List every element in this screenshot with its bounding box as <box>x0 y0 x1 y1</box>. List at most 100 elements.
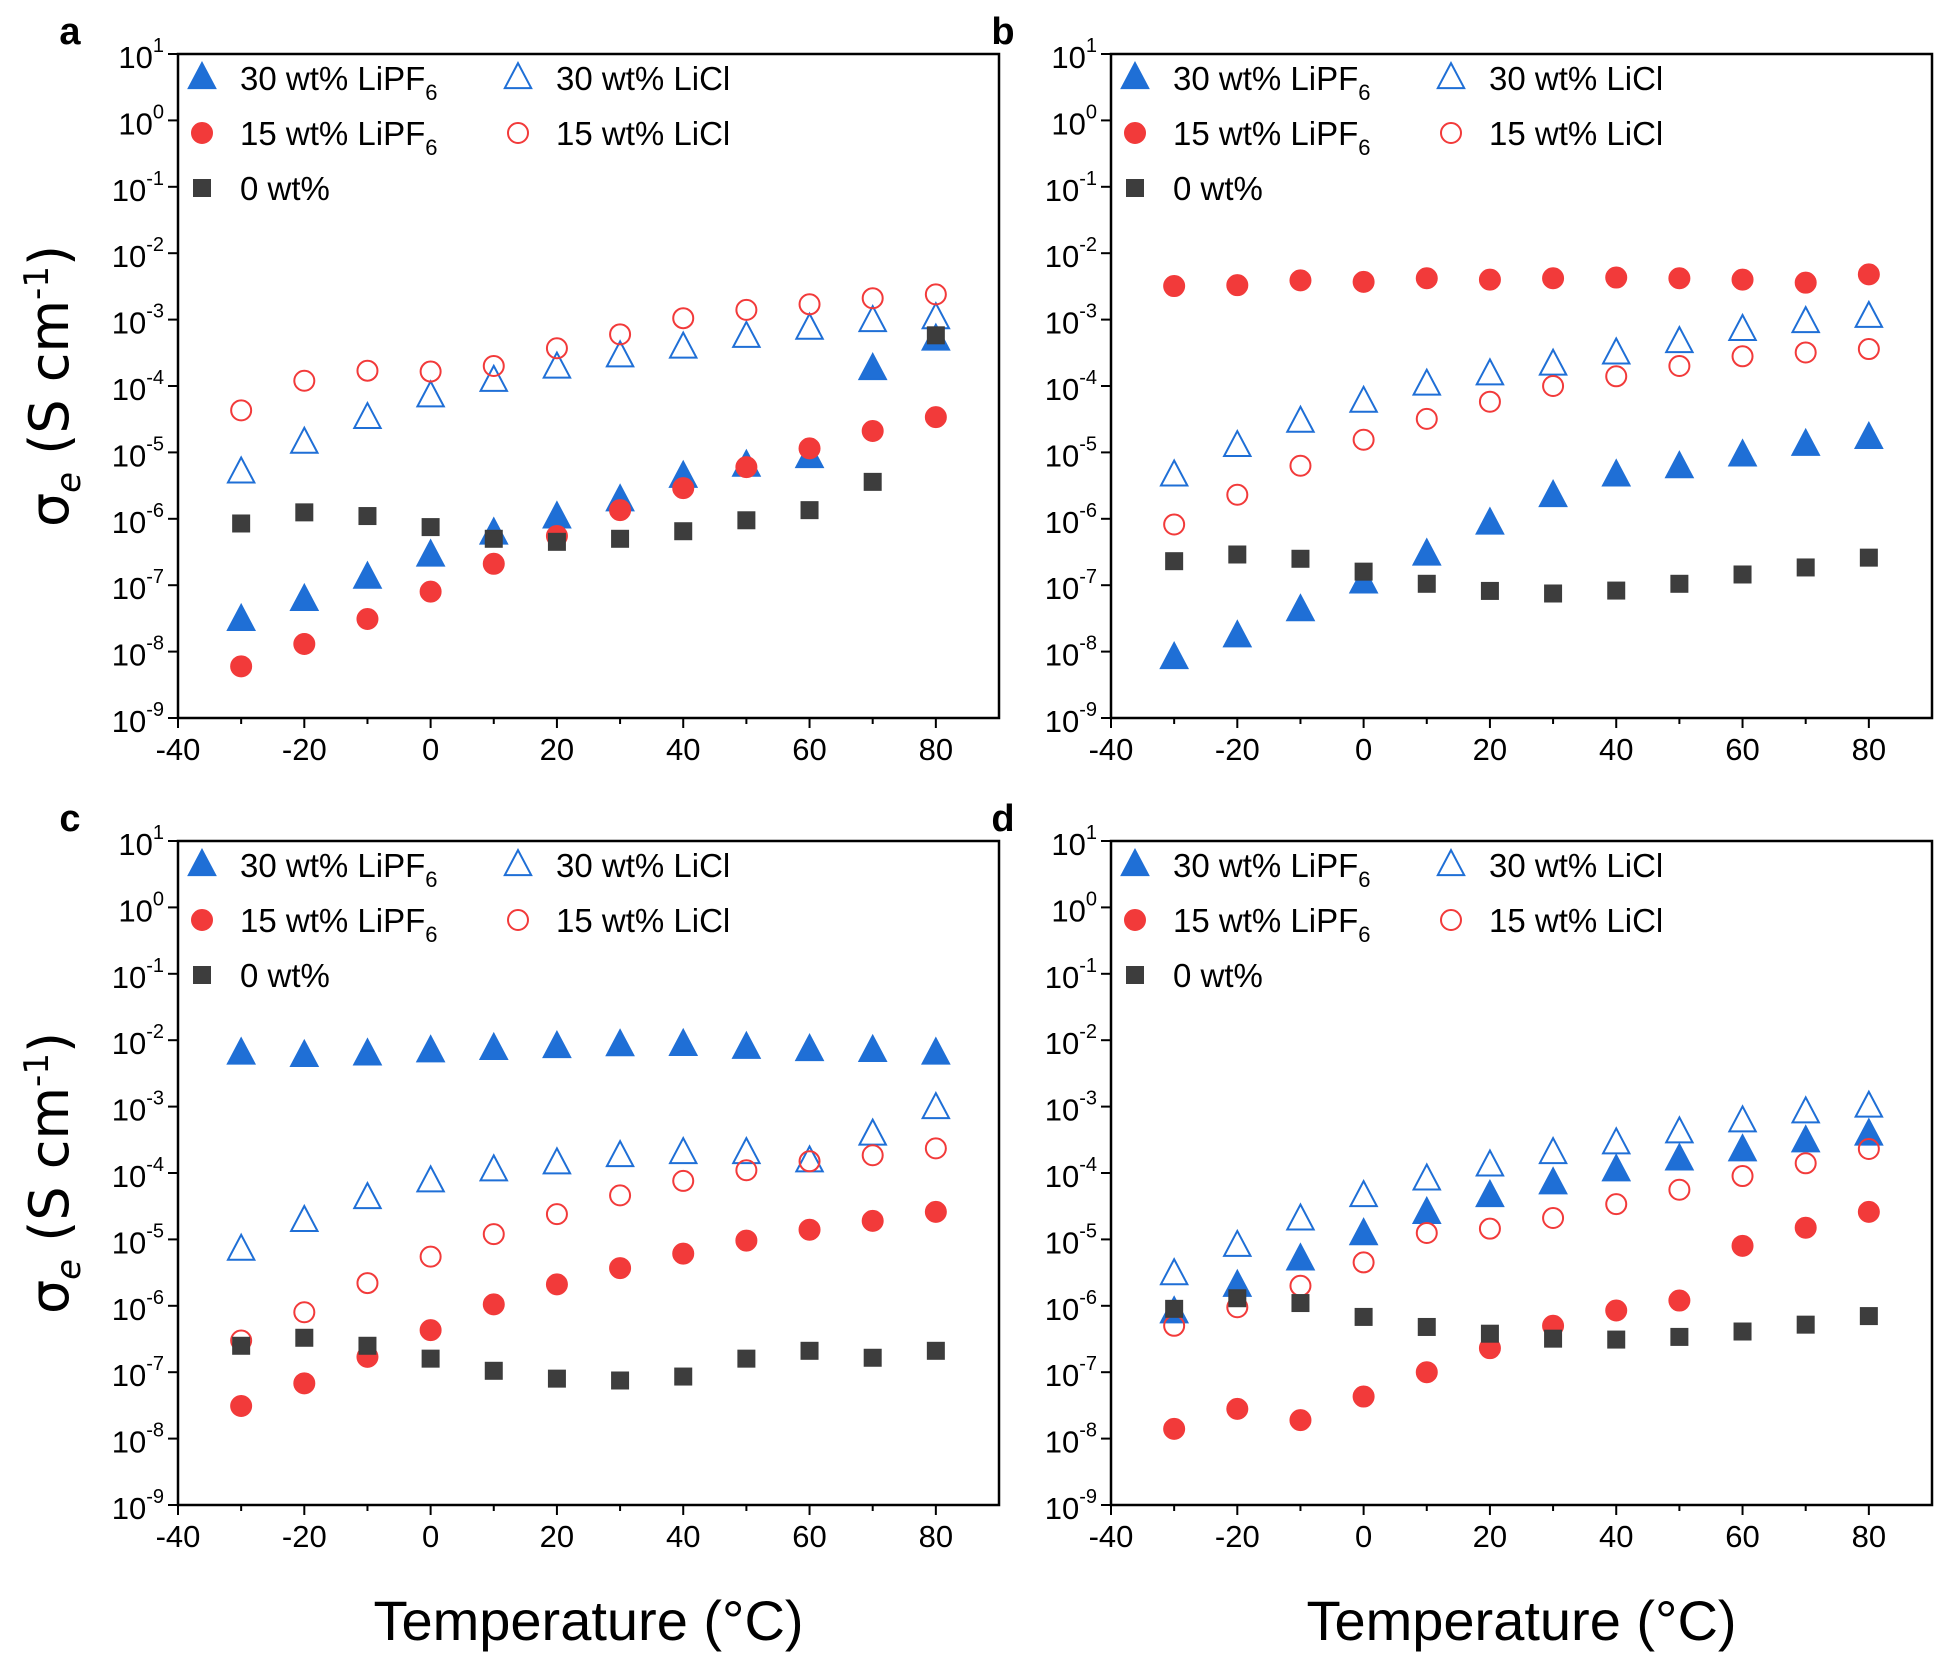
data-point <box>421 1349 440 1368</box>
data-point <box>542 1146 572 1175</box>
y-tick-label: 10-6 <box>1045 1287 1097 1327</box>
data-point <box>668 1135 699 1165</box>
y-tick-exponent: -6 <box>146 1287 164 1309</box>
y-tick-label: 10-5 <box>112 1220 164 1260</box>
legend-label: 30 wt% LiCl <box>556 60 730 97</box>
data-point <box>668 330 699 359</box>
data-point <box>1415 407 1438 430</box>
y-tick-base: 10 <box>118 106 152 141</box>
legend-label-text: 15 wt% LiPF <box>1173 902 1358 939</box>
y-tick-base: 10 <box>1045 1159 1079 1194</box>
data-point <box>800 501 819 520</box>
plot-frame <box>176 52 1001 720</box>
data-point <box>1285 1242 1316 1271</box>
y-tick-exponent: 0 <box>1086 101 1097 123</box>
y-tick-label: 101 <box>1051 35 1097 75</box>
y-tick-label: 10-8 <box>1045 633 1097 673</box>
data-point <box>861 420 884 443</box>
series-15-wt-lipf6 <box>230 1200 947 1417</box>
legend-label-text: 30 wt% LiCl <box>1489 847 1663 884</box>
data-point <box>232 514 251 533</box>
y-tick-label: 10-9 <box>1045 699 1097 739</box>
data-point <box>668 1027 699 1056</box>
data-point <box>1285 593 1316 622</box>
legend-marker <box>1440 122 1462 144</box>
data-point <box>924 1200 947 1223</box>
y-tick-exponent: -7 <box>1079 566 1097 588</box>
y-label-close: ) <box>18 245 81 266</box>
data-point <box>1228 545 1247 564</box>
series-0-wt- <box>232 326 945 551</box>
data-point <box>1415 267 1438 290</box>
legend-item: 0 wt% <box>193 170 330 207</box>
legend-label-text: 30 wt% LiPF <box>240 60 425 97</box>
y-tick-label: 10-9 <box>112 1486 164 1526</box>
panel-label: b <box>991 11 1014 53</box>
y-tick-exponent: -2 <box>1079 1021 1097 1043</box>
data-point <box>1542 1207 1565 1230</box>
data-point <box>482 552 505 575</box>
y-tick-label: 100 <box>118 888 164 928</box>
data-point <box>857 1117 888 1146</box>
legend-label-text: 30 wt% LiPF <box>1173 847 1358 884</box>
panel-label: c <box>59 798 80 840</box>
y-tick-base: 10 <box>118 827 152 862</box>
y-tick-label: 10-2 <box>1045 1021 1097 1061</box>
data-point <box>1291 1294 1310 1313</box>
data-point <box>230 1394 253 1417</box>
data-point <box>794 1033 825 1062</box>
data-point <box>478 363 509 392</box>
x-tick-label: 80 <box>919 1519 953 1554</box>
y-tick-base: 10 <box>112 239 146 274</box>
data-point <box>226 1232 257 1261</box>
y-tick-exponent: -2 <box>146 1021 164 1043</box>
data-point <box>1289 1274 1312 1297</box>
data-point <box>1538 1135 1568 1165</box>
data-point <box>1289 1409 1312 1432</box>
legend-marker <box>1120 847 1150 877</box>
y-tick-exponent: -5 <box>1079 433 1097 455</box>
y-tick-exponent: 0 <box>1086 888 1097 910</box>
y-tick-base: 10 <box>1045 1026 1079 1061</box>
data-point <box>1417 1317 1436 1336</box>
data-point <box>609 1184 632 1207</box>
data-point <box>1354 1307 1373 1326</box>
y-label-exponent: -1 <box>17 1053 57 1087</box>
data-point <box>800 1341 819 1360</box>
data-point <box>857 304 888 333</box>
x-tick-label: 20 <box>540 1519 574 1554</box>
series-30-wt-lipf6 <box>226 1027 951 1067</box>
x-tick-label: 0 <box>1355 732 1372 767</box>
data-point <box>1664 1142 1695 1171</box>
y-tick-label: 10-9 <box>1045 1486 1097 1526</box>
data-point <box>1475 357 1505 386</box>
y-tick-base: 10 <box>1051 40 1085 75</box>
data-point <box>674 522 693 541</box>
y-tick-base: 10 <box>1045 1491 1079 1526</box>
series-30-wt-licl <box>226 301 951 484</box>
data-point <box>1222 619 1253 648</box>
legend-marker <box>1126 179 1144 197</box>
y-tick-label: 10-1 <box>1045 168 1097 208</box>
data-point <box>293 1301 316 1324</box>
data-point <box>1731 1165 1754 1188</box>
legend-label-text: 15 wt% LiCl <box>1489 115 1663 152</box>
series-15-wt-licl <box>230 1137 947 1352</box>
data-point <box>230 655 253 678</box>
x-tick-label: -40 <box>1089 732 1134 767</box>
data-point <box>1222 1228 1253 1257</box>
data-point <box>1348 1179 1379 1208</box>
legend-label-text: 0 wt% <box>240 957 330 994</box>
legend-item: 30 wt% LiCl <box>503 60 730 97</box>
plot-frame <box>176 839 1001 1507</box>
data-point <box>356 607 379 630</box>
data-point <box>419 360 442 383</box>
y-tick-exponent: -7 <box>1079 1353 1097 1375</box>
data-point <box>735 456 758 479</box>
legend-label: 30 wt% LiPF6 <box>240 60 438 105</box>
data-point <box>1538 1166 1568 1195</box>
y-label-subscript: e <box>49 472 89 493</box>
y-tick-exponent: -8 <box>146 633 164 655</box>
x-tick-label: -40 <box>156 732 201 767</box>
data-point <box>672 1169 695 1192</box>
